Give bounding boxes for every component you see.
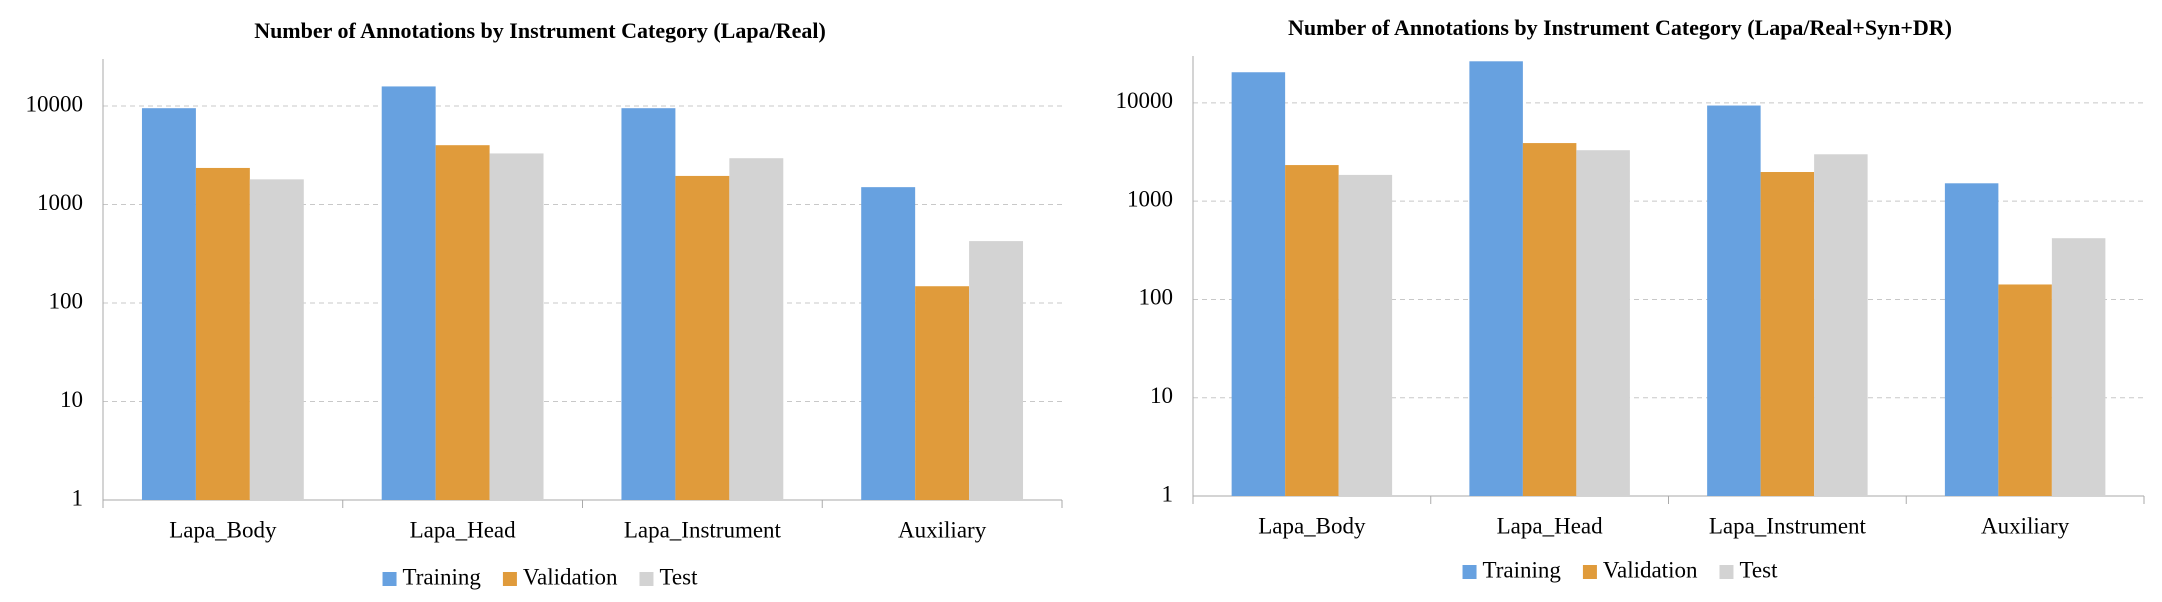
bar bbox=[381, 86, 436, 500]
bar bbox=[1814, 154, 1868, 496]
y-tick-label: 10000 bbox=[1116, 88, 1174, 113]
y-tick-label: 10 bbox=[60, 387, 83, 412]
bar bbox=[1760, 172, 1815, 496]
bar bbox=[1707, 105, 1761, 496]
x-tick-label: Lapa_Instrument bbox=[624, 517, 782, 542]
x-tick-label: Lapa_Body bbox=[169, 517, 277, 542]
legend-swatch bbox=[1719, 565, 1734, 579]
legend-swatch bbox=[1582, 565, 1597, 579]
legend: Training Validation Test bbox=[1462, 557, 1778, 582]
legend-label: Test bbox=[1739, 557, 1778, 582]
bar bbox=[621, 108, 676, 500]
y-tick-label: 1000 bbox=[1127, 186, 1173, 211]
x-tick-label: Lapa_Head bbox=[410, 517, 516, 542]
bar bbox=[489, 153, 544, 500]
bar bbox=[1231, 72, 1286, 496]
bar bbox=[729, 158, 784, 500]
legend-label: Training bbox=[403, 564, 482, 589]
chart-title: Number of Annotations by Instrument Cate… bbox=[254, 18, 826, 43]
legend: Training Validation Test bbox=[382, 564, 698, 589]
y-tick-label: 1000 bbox=[37, 190, 83, 215]
bar bbox=[195, 167, 250, 500]
x-tick-label: Lapa_Head bbox=[1497, 513, 1603, 538]
legend-label: Training bbox=[1483, 557, 1562, 582]
chart: Number of Annotations by Instrument Cate… bbox=[26, 18, 1063, 589]
y-tick-label: 10 bbox=[1150, 383, 1173, 408]
bar bbox=[1338, 174, 1393, 496]
bar bbox=[1285, 165, 1339, 497]
bar bbox=[249, 179, 304, 500]
legend-label: Validation bbox=[523, 564, 618, 589]
chart: Number of Annotations by Instrument Cate… bbox=[1116, 15, 2145, 582]
bar bbox=[1469, 61, 1523, 496]
x-tick-label: Auxiliary bbox=[898, 517, 987, 542]
legend-swatch bbox=[502, 572, 517, 586]
x-tick-label: Lapa_Instrument bbox=[1709, 513, 1867, 538]
y-tick-label: 100 bbox=[1139, 285, 1174, 310]
legend-swatch bbox=[639, 572, 654, 586]
x-tick-label: Lapa_Body bbox=[1258, 513, 1366, 538]
legend-swatch bbox=[382, 572, 397, 586]
bar bbox=[1998, 284, 2052, 496]
bar bbox=[1522, 143, 1577, 496]
y-tick-label: 1 bbox=[1162, 481, 1174, 506]
legend-label: Test bbox=[659, 564, 698, 589]
bar bbox=[1576, 150, 1630, 496]
bar bbox=[141, 108, 196, 500]
bar bbox=[915, 286, 970, 500]
bar bbox=[969, 241, 1024, 500]
legend-swatch bbox=[1462, 565, 1477, 579]
bar bbox=[675, 175, 730, 501]
chart-title: Number of Annotations by Instrument Cate… bbox=[1288, 15, 1952, 40]
bar bbox=[1944, 183, 1999, 496]
y-tick-label: 1 bbox=[72, 485, 84, 510]
x-tick-label: Auxiliary bbox=[1981, 513, 2070, 538]
y-tick-label: 10000 bbox=[26, 91, 84, 116]
y-tick-label: 100 bbox=[49, 288, 84, 313]
legend-label: Validation bbox=[1603, 557, 1698, 582]
bar bbox=[2051, 238, 2106, 496]
bar bbox=[861, 187, 916, 501]
bar bbox=[435, 145, 490, 501]
